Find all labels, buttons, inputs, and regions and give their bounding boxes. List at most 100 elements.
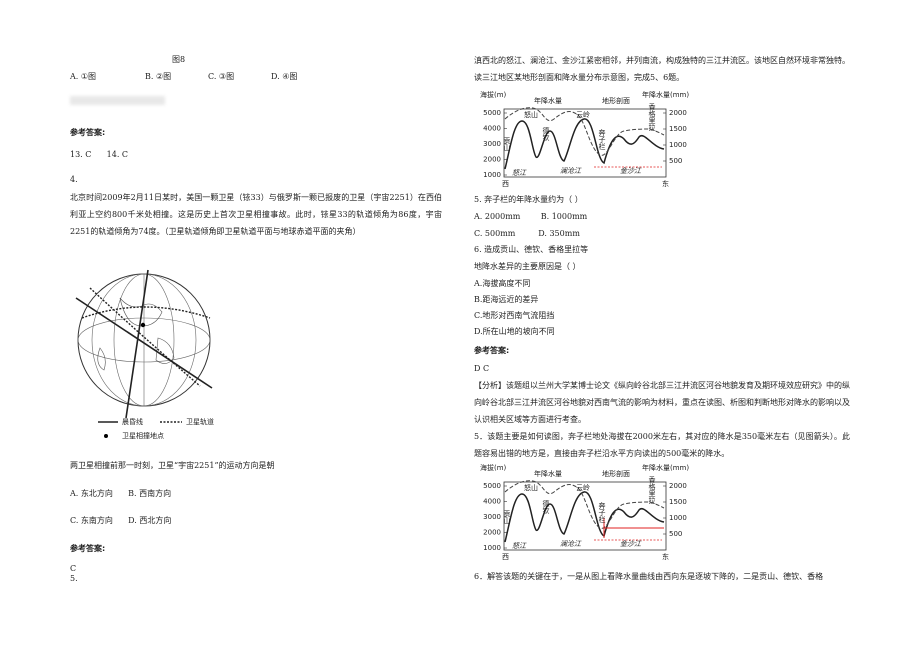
y-tick-label: 5000 [483,109,501,117]
orbit [89,287,201,387]
direction: 西 [502,553,509,561]
river-label: 澜沧江 [560,540,582,548]
axis-title: 海拔(m) [480,463,507,472]
y-tick-label: 2000 [483,529,501,537]
axis-title: 年降水量(mm) [642,90,689,99]
question: 两卫星相撞前那一时刻，卫星“宇宙2251”的运动方向是朝 [70,461,275,470]
explanation: 6．解答该题的关键在于，一是从图上看降水量曲线由西向东是逐坡下降的，二是贡山、德… [474,572,824,581]
place-label: 贡山 [503,137,511,152]
options: C. 500mm D. 350mm [474,229,580,238]
legend-label: 晨昏线 [122,417,143,426]
terrain-profile [504,491,665,543]
answer-heading: 参考答案: [474,346,510,355]
river-label: 澜沧江 [560,167,582,175]
option: A. ①图 [70,72,97,81]
question: 5. 奔子栏的年降水量约为（ ） [474,195,583,204]
precip-curve [504,480,665,529]
curve-label: 地形剖面 [602,469,630,478]
river-label: 金沙江 [620,167,642,175]
direction: 东 [662,552,669,561]
y2-tick-label: 2000 [669,109,687,117]
y-tick-label: 4000 [483,125,501,133]
place-label: 奔子栏 [598,501,606,524]
river-label: 怒江 [512,542,527,550]
legend-label: 卫星轨道 [186,417,214,426]
curve-label: 地形剖面 [602,96,630,105]
terrain-profile [504,118,665,170]
place-label: 香格里拉 [648,475,656,505]
terminator [75,297,213,389]
y-tick-label: 5000 [483,482,501,490]
options: A. 东北方向 B. 西南方向 [70,489,172,498]
direction: 东 [662,179,669,188]
option: C. ③图 [208,72,235,81]
answer: 13. C 14. C [70,150,129,159]
globe-diagram: 晨昏线 卫星轨道 卫星相撞地点 [75,269,214,440]
river-label: 怒江 [512,169,527,177]
profile-chart: 海拔(m) 年降水量(mm) 5000 4000 3000 2000 1000 2000 150… [480,463,689,561]
option: B. ②图 [145,72,172,81]
profile-chart: 海拔(m) 年降水量(mm) 5000 4000 3000 2000 1000 2000 150… [480,90,689,188]
options: A. ①图 B. ②图 C. ③图 D. ④图 [70,69,297,86]
intro: 滇西北的怒江、澜沧江、金沙江紧密相邻，并列南流，构成独特的三江并流区。该地区自然… [474,56,850,82]
answer: D C [474,364,490,373]
terminator [125,269,149,419]
option: D.所在山地的坡向不同 [474,327,555,336]
axis-title: 海拔(m) [480,90,507,99]
place-label: 怒山 [524,483,538,492]
question-number: 4. [70,175,78,184]
legend-point [104,434,108,438]
place-label: 云岭 [576,110,590,119]
analysis: 【分析】该题组以兰州大学某博士论文《纵向岭谷北部三江并流区河谷地貌发育及期环境效… [474,381,850,424]
place-label: 奔子栏 [598,128,606,151]
plot-frame [503,108,667,178]
place-label: 德钦 [542,126,550,142]
precip-curve [504,107,665,156]
answer: C [70,564,77,573]
y2-tick-label: 2000 [669,482,687,490]
river-label: 金沙江 [620,540,642,548]
y-tick-label: 2000 [483,156,501,164]
place-label: 德钦 [542,499,550,515]
plot-frame [503,481,667,551]
direction: 西 [502,180,509,188]
question-text: 北京时间2009年2月11日某时，美国一颗卫星（铱33）与俄罗斯一颗已报废的卫星… [70,193,442,236]
y-tick-label: 4000 [483,498,501,506]
continents [97,297,175,371]
caption: 图8 [172,55,186,64]
option: B.距海远近的差异 [474,295,539,304]
y2-tick-label: 1000 [669,141,687,149]
option: D. ④图 [271,72,298,81]
question: 地降水差异的主要原因是（ ） [474,262,581,271]
y2-tick-label: 1000 [669,514,687,522]
option: A.海拔高度不同 [474,279,531,288]
y-tick-label: 3000 [483,140,501,148]
y2-tick-label: 1500 [669,125,687,133]
options: A. 2000mm B. 1000mm [474,212,588,221]
answer-heading: 参考答案: [70,128,106,137]
question: 6. 造成贡山、德钦、香格里拉等 [474,245,589,254]
legend-label: 卫星相撞地点 [122,431,164,440]
blurred-text [70,96,165,105]
axis-title: 年降水量(mm) [642,463,689,472]
y2-tick-label: 500 [669,157,682,165]
y2-tick-label: 500 [669,530,682,538]
place-label: 云岭 [576,483,590,492]
option: C.地形对西南气流阻挡 [474,311,555,320]
y-tick-label: 3000 [483,513,501,521]
options: C. 东南方向 D. 西北方向 [70,516,172,525]
question-number: 5. [70,574,78,583]
place-label: 贡山 [503,510,511,525]
answer-heading: 参考答案: [70,544,106,553]
place-label: 怒山 [524,110,538,119]
orbit [81,306,211,319]
place-label: 香格里拉 [648,102,656,132]
y-tick-label: 1000 [483,544,501,552]
explanation: 5．该题主要是如何读图，奔子栏地处海拔在2000米左右，其对应的降水是350毫米… [474,432,850,458]
y-tick-label: 1000 [483,171,501,179]
curve-label: 年降水量 [534,96,562,105]
y2-tick-label: 1500 [669,498,687,506]
curve-label: 年降水量 [534,469,562,478]
collision-point [140,322,146,328]
